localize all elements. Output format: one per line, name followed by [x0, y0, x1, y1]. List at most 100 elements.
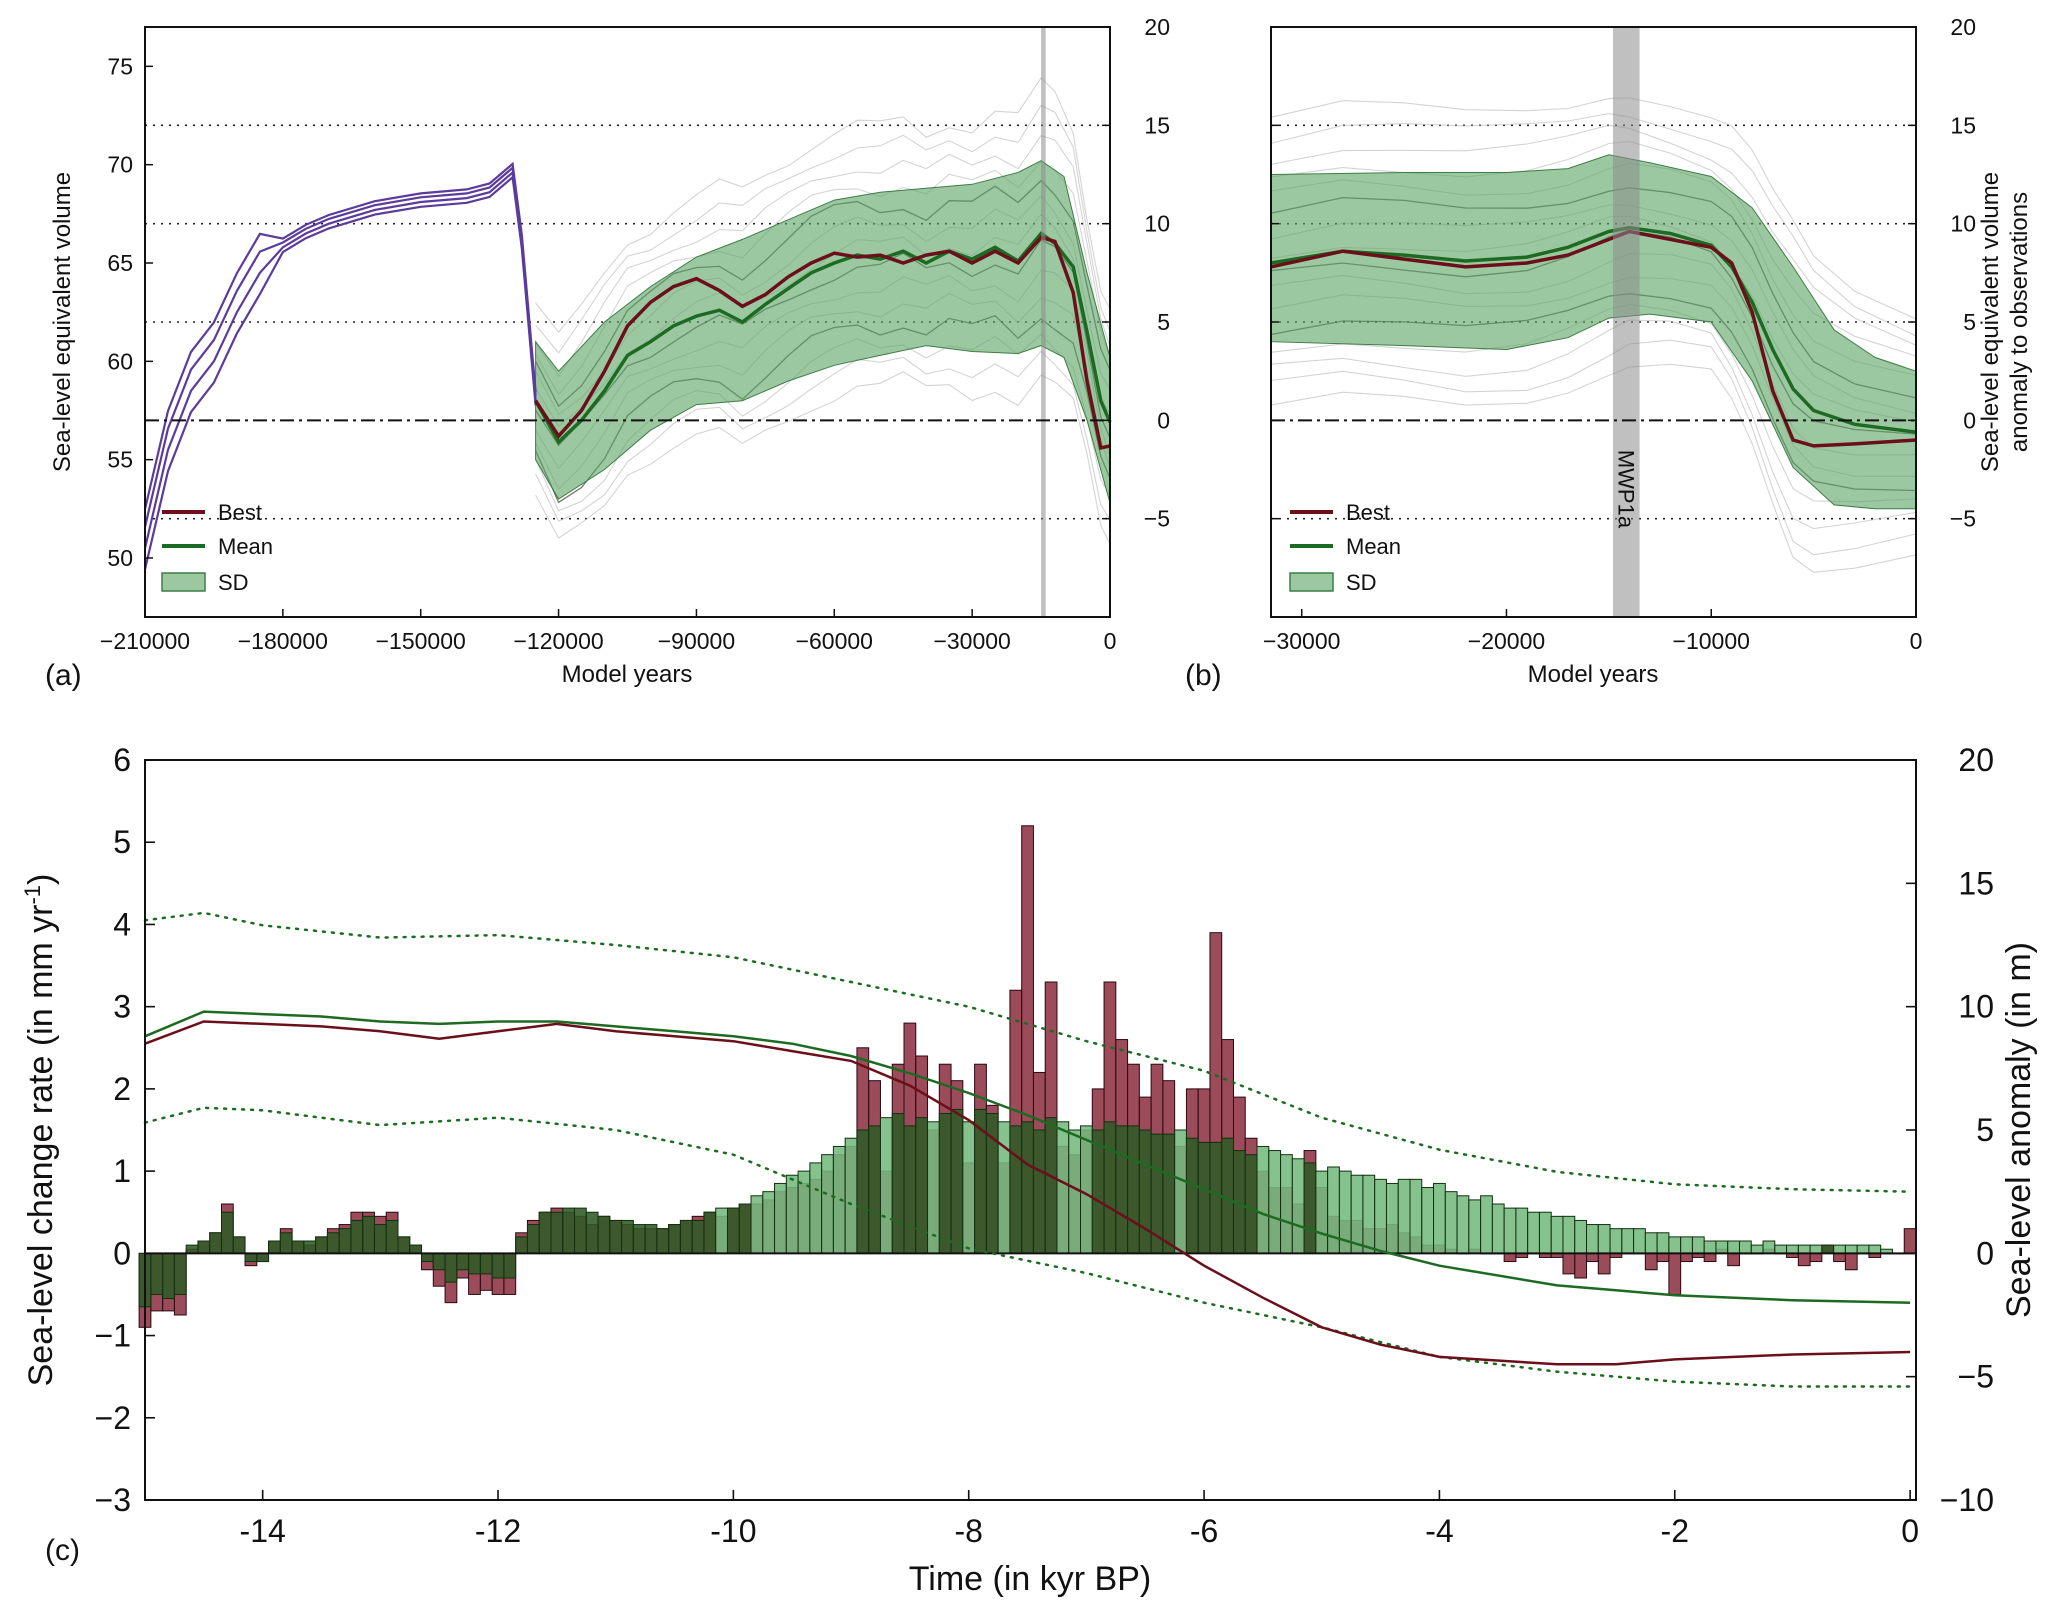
- mean-rate-bar-48: [703, 1211, 717, 1254]
- best-rate-bar-123: [1586, 1252, 1599, 1263]
- mean-rate-bar-33: [526, 1224, 540, 1254]
- panel-c-ytick-left-label-6: 3: [113, 989, 131, 1025]
- best-rate-bar-141: [1797, 1252, 1811, 1267]
- panel-a-ensemble-member-13: [535, 77, 1111, 333]
- panel-a-xtick-label-5: −60000: [796, 628, 873, 654]
- mean-rate-bar-32: [515, 1236, 528, 1254]
- mean-rate-bar-58: [821, 1154, 834, 1254]
- panel-c-ytick-right-label-4: 10: [1958, 989, 1994, 1025]
- legend-a-mean-label: Mean: [218, 534, 273, 559]
- mean-rate-bar-109: [1421, 1187, 1435, 1254]
- mean-rate-bar-57: [809, 1162, 823, 1254]
- panel-c-ylabel-left: Sea-level change rate (in mm yr-1): [20, 874, 60, 1387]
- panel-b-xlabel: Model years: [1528, 661, 1659, 688]
- panel-a-sd-band: [535, 160, 1111, 504]
- mean-rate-bar-68: [938, 1113, 952, 1254]
- mean-rate-bar-67: [927, 1121, 940, 1254]
- mean-rate-bar-43: [644, 1224, 658, 1254]
- mean-rate-bar-76: [1032, 1129, 1046, 1254]
- mean-rate-bar-99: [1303, 1162, 1317, 1254]
- mean-rate-bar-147: [1868, 1244, 1882, 1254]
- mean-rate-bar-146: [1856, 1244, 1870, 1254]
- mean-rate-bar-28: [468, 1252, 481, 1275]
- mean-rate-bar-45: [668, 1224, 681, 1254]
- panel-c-xtick-label-5: -4: [1425, 1513, 1453, 1549]
- panel-c-plot-area: [138, 825, 1917, 1388]
- panel-c-ticks: -14 -12 -10 -8 -6 -4 -2 0−3−2−10123456−10−50510…: [95, 742, 1994, 1549]
- mean-rate-bar-88: [1174, 1129, 1187, 1254]
- mean-rate-bar-98: [1291, 1158, 1305, 1254]
- mean-rate-bar-84: [1127, 1125, 1140, 1254]
- mean-rate-bar-44: [656, 1228, 670, 1254]
- mean-rate-bar-97: [1280, 1154, 1293, 1254]
- mean-rate-bar-22: [397, 1236, 411, 1254]
- mean-rate-bar-19: [362, 1215, 375, 1254]
- panel-c-ytick-left-label-8: 5: [113, 824, 131, 860]
- panel-b-mean-line: [1270, 225, 1917, 434]
- panel-c-ytick-left-label-5: 2: [113, 1071, 131, 1107]
- mean-rate-bar-61: [856, 1129, 870, 1254]
- panel-c-ytick-left-label-7: 4: [113, 906, 131, 942]
- mean-rate-bar-10: [256, 1252, 270, 1263]
- panel-a-ytick-right-label-5: 20: [1144, 14, 1170, 40]
- mean-rate-bar-31: [503, 1252, 517, 1279]
- panel-c-xtick-label-4: -6: [1190, 1513, 1218, 1549]
- mean-rate-bar-85: [1138, 1129, 1152, 1254]
- mean-rate-bar-74: [1009, 1125, 1023, 1254]
- panel-a-xtick-label-0: −210000: [100, 628, 190, 654]
- mean-rate-bar-46: [679, 1219, 693, 1254]
- mean-rate-bar-145: [1844, 1244, 1858, 1254]
- panel-b-ytick-right-label-0: −5: [1950, 506, 1976, 532]
- mean-rate-bar-18: [350, 1219, 364, 1254]
- panel-a-letter: (a): [45, 659, 82, 692]
- panel-a-ticks: −210000 −180000 −150000 −120000 −90000 −60000…: [100, 14, 1170, 654]
- mean-rate-bar-91: [1209, 1141, 1223, 1254]
- mean-rate-bar-70: [962, 1121, 976, 1254]
- mean-rate-bar-122: [1574, 1219, 1588, 1254]
- best-rate-bar-121: [1562, 1252, 1576, 1275]
- mean-rate-bar-101: [1327, 1166, 1340, 1254]
- panel-c-xlabel: Time (in kyr BP): [909, 1560, 1151, 1598]
- mean-rate-bar-52: [750, 1195, 764, 1254]
- mean-rate-bar-111: [1444, 1191, 1458, 1254]
- mean-rate-bar-65: [903, 1125, 917, 1254]
- mean-rate-bar-53: [762, 1191, 776, 1254]
- mean-rate-bar-132: [1691, 1236, 1705, 1254]
- best-rate-bar-128: [1644, 1252, 1658, 1271]
- mean-rate-bar-141: [1797, 1244, 1811, 1254]
- mean-rate-bar-128: [1644, 1232, 1658, 1254]
- mean-rate-bar-27: [456, 1252, 470, 1271]
- mean-rate-bar-38: [585, 1211, 599, 1254]
- mean-rate-bar-26: [444, 1252, 458, 1283]
- panel-b-ylabel-line1: Sea-level equivalent volume: [1977, 172, 2004, 472]
- mean-rate-bar-63: [879, 1117, 893, 1254]
- mean-rate-bar-69: [950, 1108, 964, 1254]
- panel-a-xtick-label-4: −90000: [658, 628, 735, 654]
- panel-c-xtick-label-7: 0: [1901, 1513, 1919, 1549]
- mean-rate-bar-41: [621, 1219, 634, 1254]
- mean-rate-bar-14: [303, 1240, 317, 1254]
- panel-c-ytick-left-label-3: 0: [113, 1235, 131, 1271]
- panel-b-ytick-right-label-3: 10: [1950, 211, 1976, 237]
- mean-rate-bar-42: [632, 1224, 646, 1254]
- panel-b-ylabel-line2: anomaly to observations: [2006, 192, 2033, 452]
- mean-rate-bar-90: [1197, 1141, 1211, 1254]
- mean-rate-bar-89: [1185, 1137, 1199, 1254]
- panel-c-xtick-label-1: -12: [475, 1513, 521, 1549]
- panel-a-xtick-label-3: −120000: [513, 628, 603, 654]
- legend-b-sd-label: SD: [1346, 570, 1377, 595]
- mean-rate-bar-127: [1633, 1228, 1646, 1254]
- mean-rate-bar-47: [691, 1219, 705, 1254]
- panel-a-xlabel: Model years: [562, 661, 693, 688]
- mean-rate-bar-8: [232, 1236, 246, 1254]
- mean-rate-bar-1: [150, 1252, 164, 1295]
- best-rate-bar-129: [1656, 1252, 1670, 1263]
- panel-c-ytick-right-label-0: −10: [1940, 1482, 1994, 1518]
- mean-rate-bar-143: [1821, 1244, 1835, 1254]
- mean-rate-bar-139: [1774, 1244, 1788, 1254]
- mean-rate-bar-104: [1362, 1174, 1376, 1254]
- panel-a-plot-area: [143, 26, 1112, 617]
- panel-a-xtick-label-7: 0: [1104, 628, 1117, 654]
- mean-rate-bar-137: [1750, 1244, 1764, 1254]
- panel-a-ytick-left-label-3: 65: [107, 250, 133, 276]
